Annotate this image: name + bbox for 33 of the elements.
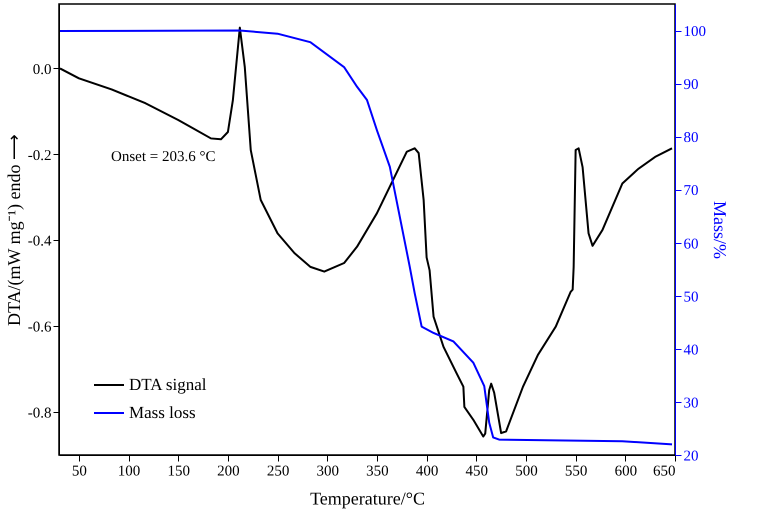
y-tick-label: -0.4 — [28, 234, 52, 250]
y2-tick-label: 40 — [684, 342, 698, 358]
annotation: Onset = 203.6 °C — [111, 149, 216, 165]
y-tick-label: -0.2 — [28, 148, 52, 164]
y2-tick-label: 60 — [684, 236, 698, 252]
x-axis-title: Temperature/°C — [310, 488, 425, 508]
x-tick-label: 350 — [366, 464, 389, 480]
legend-label: DTA signal — [129, 375, 207, 394]
y-tick-label: -0.6 — [28, 320, 52, 336]
y-axis-title: DTA/(mW mg⁻¹) endo ⟶ — [4, 134, 24, 326]
x-tick-label: 250 — [266, 464, 290, 480]
y2-tick-label: 100 — [684, 24, 706, 40]
x-tick-label: 200 — [217, 464, 240, 480]
x-tick-label: 500 — [515, 464, 538, 480]
legend-label: Mass loss — [129, 403, 196, 422]
x-tick-label: 650 — [653, 464, 676, 480]
y2-tick-label: 50 — [684, 289, 698, 306]
x-tick-label: 600 — [614, 464, 638, 480]
y2-tick-label: 20 — [684, 448, 698, 464]
x-tick-label: 300 — [316, 464, 340, 480]
y2-axis-title: Mass/% — [710, 201, 730, 260]
x-tick-label: 100 — [118, 464, 140, 480]
x-tick-label: 50 — [72, 464, 87, 480]
x-tick-label: 450 — [466, 464, 488, 480]
y2-tick-label: 80 — [684, 130, 698, 146]
y2-tick-label: 90 — [684, 77, 698, 94]
y2-tick-label: 70 — [684, 183, 698, 200]
y-tick-label: 0.0 — [32, 62, 52, 78]
x-tick-label: 150 — [167, 464, 190, 480]
y-tick-label: -0.8 — [28, 406, 52, 422]
y2-tick-label: 30 — [684, 395, 698, 412]
x-tick-label: 550 — [564, 464, 588, 480]
x-tick-label: 400 — [416, 464, 438, 480]
